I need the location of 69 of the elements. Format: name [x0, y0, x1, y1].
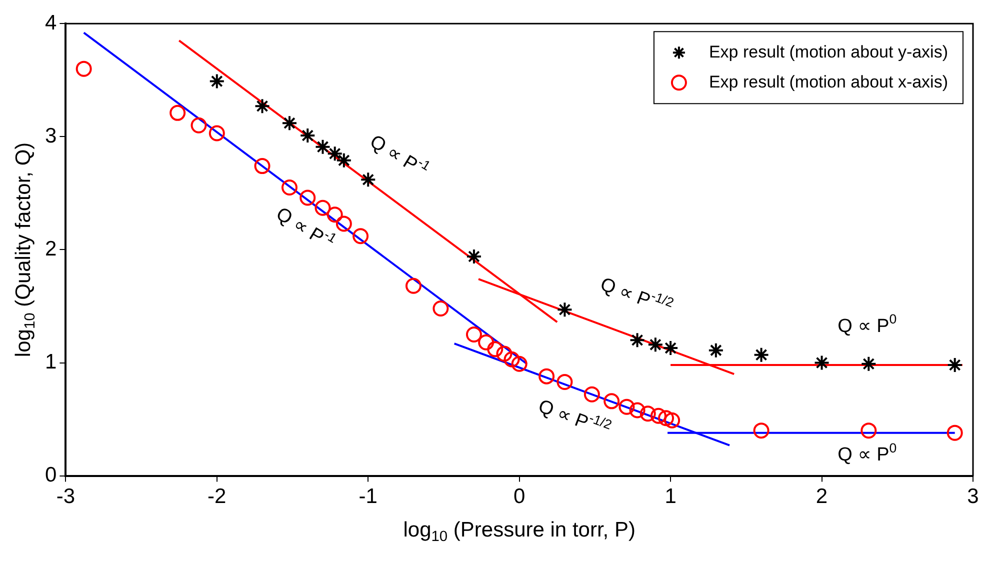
- point: [326, 206, 343, 223]
- x-tick-label: 1: [664, 485, 676, 508]
- annotation: Q ∝ P-1/2: [597, 274, 676, 312]
- point: [336, 152, 352, 168]
- point: [496, 346, 512, 362]
- y-tick-label: 1: [44, 350, 57, 374]
- point: [76, 60, 92, 77]
- point: [658, 410, 674, 426]
- x-tick-label: 3: [967, 485, 979, 508]
- point: [281, 115, 298, 132]
- point: [511, 356, 528, 372]
- point: [300, 190, 316, 206]
- annotation: Q ∝ P-1: [272, 204, 340, 248]
- point: [814, 354, 830, 371]
- point: [647, 336, 664, 353]
- point: [753, 346, 770, 363]
- point: [432, 300, 449, 316]
- point: [708, 342, 724, 358]
- point: [478, 334, 494, 350]
- point: [664, 412, 680, 428]
- point: [352, 228, 369, 244]
- y-tick-label: 3: [44, 124, 57, 148]
- point: [584, 386, 600, 402]
- point: [300, 128, 316, 144]
- point: [208, 125, 225, 142]
- point: [487, 341, 504, 358]
- y-tick-label: 0: [44, 464, 57, 487]
- point: [753, 422, 770, 439]
- point: [604, 393, 620, 410]
- point: [254, 98, 270, 114]
- x-tick-label: -1: [358, 485, 378, 508]
- point: [860, 422, 877, 439]
- point: [860, 356, 877, 372]
- point: [281, 180, 298, 196]
- point: [629, 402, 646, 418]
- annotation: Q ∝ P-1: [366, 131, 434, 176]
- point: [360, 172, 376, 188]
- point: [314, 200, 331, 216]
- point: [326, 146, 343, 162]
- point: [946, 424, 963, 441]
- point: [254, 158, 270, 174]
- point: [618, 398, 635, 415]
- point: [405, 278, 422, 294]
- legend-label: Exp result (motion about x-axis): [708, 72, 948, 92]
- point: [629, 332, 646, 348]
- legend-label: Exp result (motion about y-axis): [708, 42, 948, 62]
- point: [946, 357, 963, 374]
- y-tick-label: 2: [44, 237, 57, 260]
- point: [170, 104, 186, 121]
- x-tick-label: -3: [56, 485, 76, 508]
- point: [314, 138, 331, 155]
- y-axis-title: log10 (Quality factor, Q): [12, 142, 38, 358]
- x-tick-label: 0: [513, 485, 526, 508]
- annotation: Q ∝ P-1/2: [535, 396, 614, 434]
- point: [640, 406, 656, 422]
- x-tick-label: -2: [208, 485, 226, 508]
- point: [190, 117, 207, 134]
- y-tick-label: 4: [44, 11, 57, 34]
- x-tick-label: 2: [816, 485, 828, 508]
- point: [336, 216, 352, 232]
- point: [504, 351, 520, 368]
- point: [556, 374, 573, 390]
- point: [466, 326, 482, 342]
- point: [662, 340, 679, 356]
- point: [556, 302, 573, 318]
- point: [650, 408, 666, 424]
- point: [538, 368, 555, 384]
- point: [466, 248, 482, 264]
- point: [208, 73, 225, 90]
